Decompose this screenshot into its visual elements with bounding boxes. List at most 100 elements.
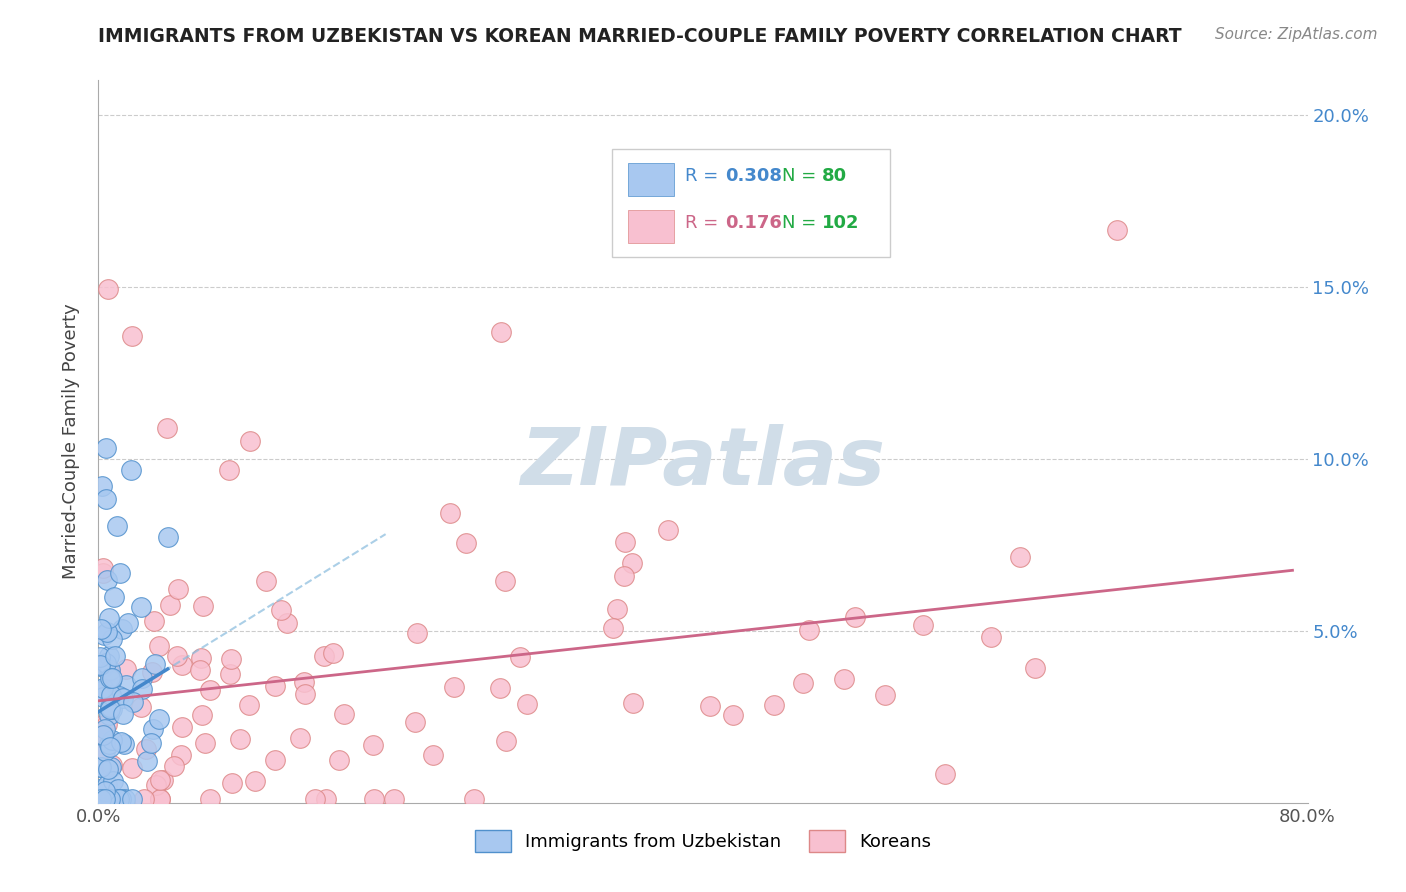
Point [89,759,111,773]
Point [245,773,267,788]
Point [602,621,624,635]
FancyBboxPatch shape [613,149,890,257]
Point [97,762,120,776]
Point [463,792,485,806]
Point [762,698,785,712]
Point [290,731,312,745]
Point [97,282,120,296]
Point [104,648,127,663]
Point [276,616,298,631]
Point [292,675,315,690]
Point [96,573,118,587]
Point [93,745,115,759]
Point [980,630,1002,644]
Point [98,792,121,806]
Point [142,723,165,737]
Text: N =: N = [782,167,821,185]
Point [101,632,124,646]
Point [254,574,277,589]
Point [238,698,260,712]
Point [96,791,118,805]
Text: N =: N = [782,214,821,232]
Point [90,792,112,806]
Point [149,773,172,788]
Point [91,792,114,806]
Point [494,574,516,588]
Point [114,792,136,806]
Point [1008,550,1031,565]
Point [239,434,262,448]
Point [98,737,121,751]
Point [422,747,444,762]
Point [98,671,121,685]
Point [107,792,129,806]
Point [270,603,292,617]
Point [606,601,628,615]
Point [873,688,896,702]
Y-axis label: Married-Couple Family Poverty: Married-Couple Family Poverty [62,303,80,580]
Point [131,599,153,614]
Point [91,561,114,575]
FancyBboxPatch shape [628,163,673,196]
Point [190,651,212,665]
Point [111,691,134,706]
Point [699,698,721,713]
Point [198,682,221,697]
Point [97,792,120,806]
Point [170,748,193,763]
Point [229,732,252,747]
Point [363,792,385,806]
Point [489,681,512,696]
Point [89,683,111,698]
Point [218,463,240,477]
Point [91,660,114,674]
Point [143,657,166,671]
Point [98,663,121,677]
Point [97,707,120,722]
Point [129,700,152,714]
Point [89,792,111,806]
Text: ZIPatlas: ZIPatlas [520,425,886,502]
Point [94,441,117,455]
Point [96,778,118,792]
Point [97,665,120,679]
Point [111,706,134,721]
Point [107,782,129,797]
Point [101,701,124,715]
Point [108,690,131,704]
Point [105,519,128,533]
Point [844,610,866,624]
Point [797,623,820,637]
Point [98,699,121,714]
Point [149,792,172,806]
Point [107,792,129,806]
Point [100,689,122,703]
Point [135,742,157,756]
Point [159,598,181,612]
Point [166,649,188,664]
Point [170,657,193,672]
Point [134,791,156,805]
Text: Source: ZipAtlas.com: Source: ZipAtlas.com [1215,27,1378,42]
Text: 0.176: 0.176 [724,214,782,232]
Point [100,739,122,754]
Point [93,792,115,806]
Point [141,665,163,680]
Point [111,623,134,637]
Point [363,738,385,752]
Point [495,734,517,748]
Point [509,649,531,664]
Text: R =: R = [685,167,724,185]
Point [322,646,344,660]
Point [404,715,426,730]
Point [91,717,114,731]
Point [96,717,118,731]
Point [121,792,143,806]
Point [89,683,111,698]
Point [91,566,114,580]
Point [101,773,124,788]
Point [263,679,285,693]
Point [115,678,138,692]
Point [108,566,131,581]
Point [94,722,117,736]
